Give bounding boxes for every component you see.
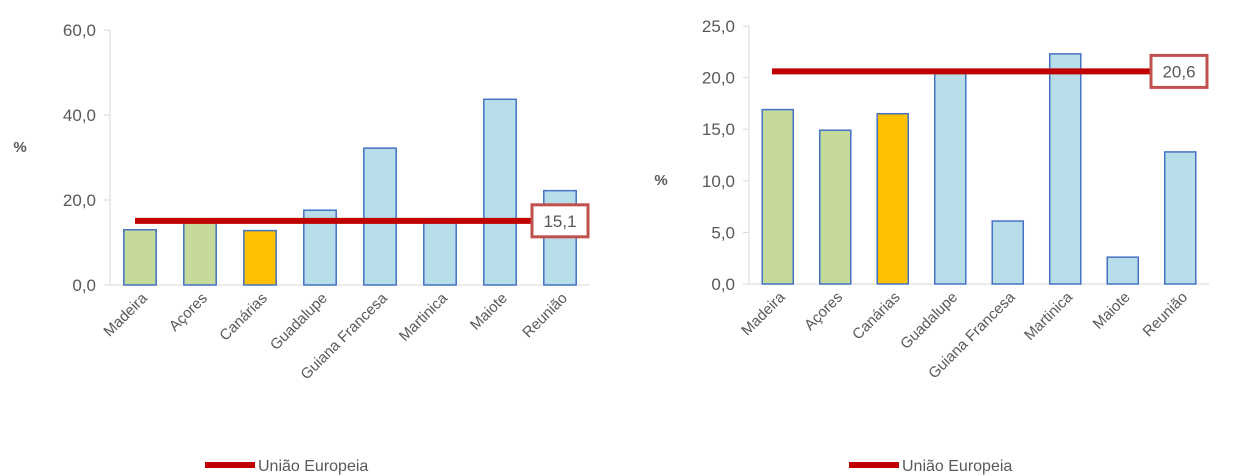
bar-martinica <box>423 220 457 286</box>
y-tick-label: 25,0 <box>702 17 735 36</box>
y-tick-label: 15,0 <box>702 120 735 139</box>
y-axis-title: % <box>13 139 26 156</box>
eu-value-label: 20,6 <box>1162 62 1195 81</box>
x-tick-label: Madeira <box>100 289 151 340</box>
bar-açores <box>818 129 852 285</box>
bar-canárias <box>876 112 910 285</box>
y-tick-label: 0,0 <box>72 276 96 295</box>
y-tick-label: 5,0 <box>711 223 735 242</box>
bar-guiana-francesa <box>363 147 397 286</box>
bar-martinica <box>1048 53 1082 285</box>
x-tick-label: Martinica <box>1021 288 1077 344</box>
bar-açores <box>183 221 217 286</box>
bar-guadalupe <box>933 70 967 285</box>
x-tick-label: Guadalupe <box>267 290 331 354</box>
bar-maiote <box>483 98 517 286</box>
y-tick-label: 20,0 <box>702 69 735 88</box>
bar-madeira <box>761 108 795 285</box>
x-tick-label: Maiote <box>1090 289 1134 333</box>
chart-left: 0,0 20,0 40,0 60,0% Madeira Açores CanáriasGua… <box>13 21 590 475</box>
y-tick-label: 0,0 <box>711 275 735 294</box>
y-tick-label: 20,0 <box>63 191 96 210</box>
bar-canárias <box>243 229 277 286</box>
x-tick-label: Canárias <box>216 290 270 344</box>
eu-value-label-box <box>1149 53 1209 89</box>
bar-maiote <box>1106 256 1140 285</box>
y-axis-title: % <box>654 172 667 189</box>
legend-label: União Europeia <box>258 458 368 475</box>
y-tick-label: 40,0 <box>63 106 96 125</box>
bar-madeira <box>123 229 157 286</box>
bar-reunião <box>1163 151 1197 285</box>
eu-value-label: 15,1 <box>543 212 576 231</box>
chart-right: 0,0 5,0 10,0 15,0 20,0 25,0% Madeira Açores Caná… <box>654 17 1209 475</box>
x-tick-label: Açores <box>801 289 846 334</box>
x-tick-label: Reunião <box>519 290 571 342</box>
legend-label: União Europeia <box>902 458 1012 475</box>
y-tick-label: 10,0 <box>702 172 735 191</box>
x-tick-label: Açores <box>166 290 211 335</box>
x-tick-label: Madeira <box>738 288 789 339</box>
x-tick-label: Maiote <box>467 290 511 334</box>
y-tick-label: 60,0 <box>63 21 96 40</box>
x-tick-label: Canárias <box>849 289 903 343</box>
bar-guiana-francesa <box>991 220 1025 285</box>
x-tick-label: Martinica <box>396 289 452 345</box>
x-tick-label: Reunião <box>1140 289 1192 341</box>
eu-value-label-box <box>530 203 590 239</box>
